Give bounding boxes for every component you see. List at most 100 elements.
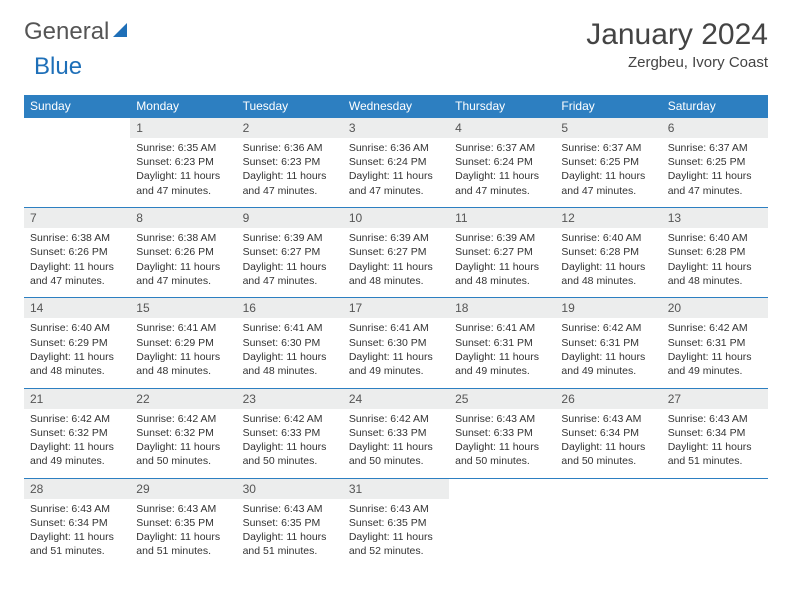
date-number: 29 bbox=[130, 479, 236, 499]
day-cell: 18Sunrise: 6:41 AMSunset: 6:31 PMDayligh… bbox=[449, 298, 555, 384]
calendar-body: 1Sunrise: 6:35 AMSunset: 6:23 PMDaylight… bbox=[24, 118, 768, 565]
day-details: Sunrise: 6:36 AMSunset: 6:23 PMDaylight:… bbox=[237, 138, 343, 204]
day-details: Sunrise: 6:41 AMSunset: 6:31 PMDaylight:… bbox=[449, 318, 555, 384]
page-title: January 2024 bbox=[586, 18, 768, 52]
day-details: Sunrise: 6:38 AMSunset: 6:26 PMDaylight:… bbox=[130, 228, 236, 294]
day-cell: 23Sunrise: 6:42 AMSunset: 6:33 PMDayligh… bbox=[237, 388, 343, 474]
day-cell: 26Sunrise: 6:43 AMSunset: 6:34 PMDayligh… bbox=[555, 388, 661, 474]
day-cell: 13Sunrise: 6:40 AMSunset: 6:28 PMDayligh… bbox=[662, 208, 768, 294]
day-cell bbox=[555, 478, 661, 564]
day-cell: 16Sunrise: 6:41 AMSunset: 6:30 PMDayligh… bbox=[237, 298, 343, 384]
location-subtitle: Zergbeu, Ivory Coast bbox=[586, 54, 768, 71]
day-cell: 29Sunrise: 6:43 AMSunset: 6:35 PMDayligh… bbox=[130, 478, 236, 564]
day-cell: 10Sunrise: 6:39 AMSunset: 6:27 PMDayligh… bbox=[343, 208, 449, 294]
week-row: 28Sunrise: 6:43 AMSunset: 6:34 PMDayligh… bbox=[24, 478, 768, 564]
date-number: 5 bbox=[555, 118, 661, 138]
date-number: 25 bbox=[449, 389, 555, 409]
day-cell: 14Sunrise: 6:40 AMSunset: 6:29 PMDayligh… bbox=[24, 298, 130, 384]
day-details: Sunrise: 6:36 AMSunset: 6:24 PMDaylight:… bbox=[343, 138, 449, 204]
day-cell: 30Sunrise: 6:43 AMSunset: 6:35 PMDayligh… bbox=[237, 478, 343, 564]
date-number: 30 bbox=[237, 479, 343, 499]
brand-word2: Blue bbox=[34, 53, 82, 80]
day-cell: 28Sunrise: 6:43 AMSunset: 6:34 PMDayligh… bbox=[24, 478, 130, 564]
day-details: Sunrise: 6:43 AMSunset: 6:34 PMDaylight:… bbox=[555, 409, 661, 475]
day-details: Sunrise: 6:40 AMSunset: 6:29 PMDaylight:… bbox=[24, 318, 130, 384]
date-number: 17 bbox=[343, 298, 449, 318]
weekday-header: Wednesday bbox=[343, 95, 449, 118]
day-details: Sunrise: 6:40 AMSunset: 6:28 PMDaylight:… bbox=[555, 228, 661, 294]
calendar-table: Sunday Monday Tuesday Wednesday Thursday… bbox=[24, 95, 768, 564]
date-number: 15 bbox=[130, 298, 236, 318]
date-number: 21 bbox=[24, 389, 130, 409]
date-number: 10 bbox=[343, 208, 449, 228]
date-number: 26 bbox=[555, 389, 661, 409]
day-cell: 24Sunrise: 6:42 AMSunset: 6:33 PMDayligh… bbox=[343, 388, 449, 474]
day-cell bbox=[662, 478, 768, 564]
weekday-header: Monday bbox=[130, 95, 236, 118]
date-number: 7 bbox=[24, 208, 130, 228]
day-details: Sunrise: 6:40 AMSunset: 6:28 PMDaylight:… bbox=[662, 228, 768, 294]
date-number: 3 bbox=[343, 118, 449, 138]
day-cell: 2Sunrise: 6:36 AMSunset: 6:23 PMDaylight… bbox=[237, 118, 343, 204]
day-details: Sunrise: 6:41 AMSunset: 6:30 PMDaylight:… bbox=[237, 318, 343, 384]
date-number: 27 bbox=[662, 389, 768, 409]
day-cell: 21Sunrise: 6:42 AMSunset: 6:32 PMDayligh… bbox=[24, 388, 130, 474]
day-details: Sunrise: 6:37 AMSunset: 6:25 PMDaylight:… bbox=[662, 138, 768, 204]
date-number: 22 bbox=[130, 389, 236, 409]
date-number: 23 bbox=[237, 389, 343, 409]
weekday-header: Saturday bbox=[662, 95, 768, 118]
triangle-icon bbox=[113, 23, 127, 37]
day-details: Sunrise: 6:43 AMSunset: 6:35 PMDaylight:… bbox=[343, 499, 449, 565]
day-cell: 15Sunrise: 6:41 AMSunset: 6:29 PMDayligh… bbox=[130, 298, 236, 384]
day-cell: 11Sunrise: 6:39 AMSunset: 6:27 PMDayligh… bbox=[449, 208, 555, 294]
day-cell: 17Sunrise: 6:41 AMSunset: 6:30 PMDayligh… bbox=[343, 298, 449, 384]
day-details: Sunrise: 6:41 AMSunset: 6:29 PMDaylight:… bbox=[130, 318, 236, 384]
day-details: Sunrise: 6:42 AMSunset: 6:31 PMDaylight:… bbox=[555, 318, 661, 384]
day-details: Sunrise: 6:42 AMSunset: 6:32 PMDaylight:… bbox=[130, 409, 236, 475]
date-number: 11 bbox=[449, 208, 555, 228]
brand-logo: General bbox=[24, 18, 129, 46]
week-row: 14Sunrise: 6:40 AMSunset: 6:29 PMDayligh… bbox=[24, 298, 768, 384]
date-number: 9 bbox=[237, 208, 343, 228]
date-number: 31 bbox=[343, 479, 449, 499]
day-cell: 4Sunrise: 6:37 AMSunset: 6:24 PMDaylight… bbox=[449, 118, 555, 204]
week-row: 1Sunrise: 6:35 AMSunset: 6:23 PMDaylight… bbox=[24, 118, 768, 204]
title-block: January 2024 Zergbeu, Ivory Coast bbox=[586, 18, 768, 71]
date-number: 18 bbox=[449, 298, 555, 318]
day-cell: 6Sunrise: 6:37 AMSunset: 6:25 PMDaylight… bbox=[662, 118, 768, 204]
day-details: Sunrise: 6:43 AMSunset: 6:34 PMDaylight:… bbox=[662, 409, 768, 475]
weekday-header: Thursday bbox=[449, 95, 555, 118]
day-details: Sunrise: 6:42 AMSunset: 6:33 PMDaylight:… bbox=[237, 409, 343, 475]
date-number: 14 bbox=[24, 298, 130, 318]
day-cell: 25Sunrise: 6:43 AMSunset: 6:33 PMDayligh… bbox=[449, 388, 555, 474]
week-row: 21Sunrise: 6:42 AMSunset: 6:32 PMDayligh… bbox=[24, 388, 768, 474]
brand-word1: General bbox=[24, 18, 109, 46]
day-details: Sunrise: 6:38 AMSunset: 6:26 PMDaylight:… bbox=[24, 228, 130, 294]
day-details: Sunrise: 6:42 AMSunset: 6:32 PMDaylight:… bbox=[24, 409, 130, 475]
date-number: 8 bbox=[130, 208, 236, 228]
day-cell: 22Sunrise: 6:42 AMSunset: 6:32 PMDayligh… bbox=[130, 388, 236, 474]
date-number: 24 bbox=[343, 389, 449, 409]
date-number: 16 bbox=[237, 298, 343, 318]
day-details: Sunrise: 6:39 AMSunset: 6:27 PMDaylight:… bbox=[237, 228, 343, 294]
day-cell: 20Sunrise: 6:42 AMSunset: 6:31 PMDayligh… bbox=[662, 298, 768, 384]
date-number: 20 bbox=[662, 298, 768, 318]
day-details: Sunrise: 6:42 AMSunset: 6:33 PMDaylight:… bbox=[343, 409, 449, 475]
day-details: Sunrise: 6:39 AMSunset: 6:27 PMDaylight:… bbox=[343, 228, 449, 294]
day-details: Sunrise: 6:37 AMSunset: 6:24 PMDaylight:… bbox=[449, 138, 555, 204]
date-number: 6 bbox=[662, 118, 768, 138]
day-details: Sunrise: 6:41 AMSunset: 6:30 PMDaylight:… bbox=[343, 318, 449, 384]
day-cell bbox=[24, 118, 130, 204]
weekday-header: Friday bbox=[555, 95, 661, 118]
day-cell: 31Sunrise: 6:43 AMSunset: 6:35 PMDayligh… bbox=[343, 478, 449, 564]
weekday-header: Tuesday bbox=[237, 95, 343, 118]
date-number: 19 bbox=[555, 298, 661, 318]
day-cell: 5Sunrise: 6:37 AMSunset: 6:25 PMDaylight… bbox=[555, 118, 661, 204]
day-cell: 19Sunrise: 6:42 AMSunset: 6:31 PMDayligh… bbox=[555, 298, 661, 384]
day-cell: 9Sunrise: 6:39 AMSunset: 6:27 PMDaylight… bbox=[237, 208, 343, 294]
date-number: 28 bbox=[24, 479, 130, 499]
day-details: Sunrise: 6:43 AMSunset: 6:35 PMDaylight:… bbox=[130, 499, 236, 565]
day-details: Sunrise: 6:35 AMSunset: 6:23 PMDaylight:… bbox=[130, 138, 236, 204]
day-cell: 27Sunrise: 6:43 AMSunset: 6:34 PMDayligh… bbox=[662, 388, 768, 474]
day-details: Sunrise: 6:39 AMSunset: 6:27 PMDaylight:… bbox=[449, 228, 555, 294]
